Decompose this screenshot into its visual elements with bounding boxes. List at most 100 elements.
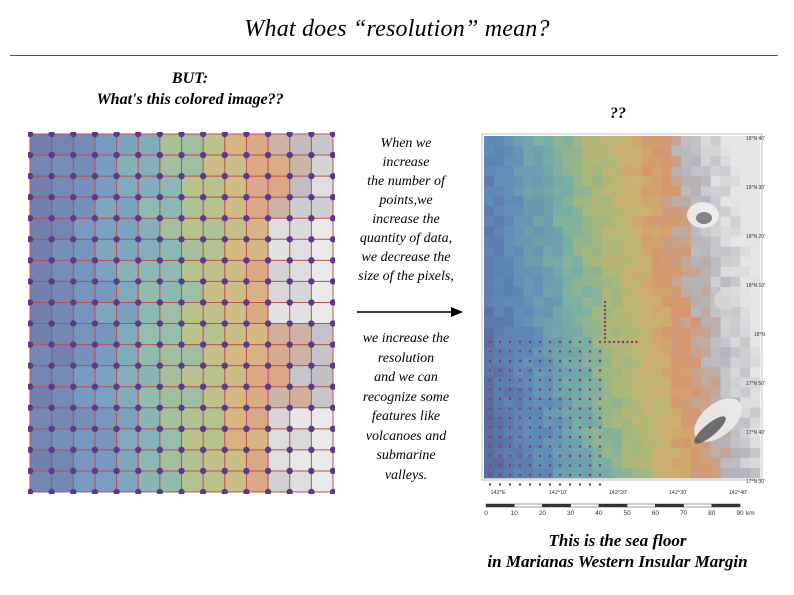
map-pixel [612,397,623,408]
grid-cell [51,134,74,156]
map-pixel [631,317,643,328]
map-pixel [612,176,623,187]
map-pixel [730,166,741,177]
grid-cell [289,197,312,219]
map-pixel [523,407,534,419]
map-pixel [681,166,692,177]
map-pixel [612,447,623,459]
map-pixel [553,136,564,147]
map-pixel [720,196,731,207]
map-pixel [641,246,652,258]
map-pixel [543,417,554,429]
map-pixel [750,377,761,388]
map-pixel [671,186,682,197]
map-pixel [700,317,712,328]
map-pixel [543,387,554,398]
grid-point [28,446,34,454]
grid-cell [138,197,161,219]
map-pixel [681,307,692,318]
grid-point [243,341,250,348]
grid-cell [311,302,334,325]
map-pixel [493,246,505,258]
grid-point [243,172,250,180]
map-pixel [562,176,574,187]
grid-cell [203,218,226,240]
map-pixel [671,296,682,308]
explanation-line: and we can [374,370,438,385]
map-pixel [582,327,593,338]
map-pixel [602,317,613,328]
map-pixel [493,457,505,469]
map-point [568,407,572,410]
map-pixel [661,236,672,248]
map-pixel [622,357,633,368]
grid-cell [94,239,118,261]
map-pixel [523,196,534,207]
map-pixel [592,286,603,298]
grid-cell [311,239,334,261]
grid-cell [138,134,161,156]
map-point [498,435,502,439]
grid-point [156,299,164,306]
scale-segment [711,503,741,508]
map-point [538,369,542,372]
map-pixel [503,347,514,358]
map-pixel [553,296,564,308]
map-point [588,445,592,448]
map-pixel [641,276,652,288]
map-pixel [533,387,544,398]
map-pixel [612,417,623,429]
map-point [508,388,512,391]
explanation-line: increase the [372,212,440,227]
map-pixel [523,317,534,328]
map-pixel [651,317,662,328]
map-pixel [631,377,643,388]
grid-cell [289,218,312,240]
grid-cell [224,407,247,430]
map-pixel [691,377,702,388]
map-pixel [503,387,514,398]
grid-point [113,278,120,285]
map-pixel [720,186,731,197]
map-pixel [533,337,544,348]
map-pixel [572,166,583,177]
map-point [548,483,552,486]
map-pixel [513,296,524,308]
map-pixel [513,467,524,479]
grid-point [28,299,34,306]
grid-cell [116,134,139,156]
map-pixel [533,317,544,328]
grid-point [178,320,185,327]
map-pixel [572,447,583,459]
map-point [598,407,602,410]
map-point [598,350,602,353]
grid-point [286,383,293,390]
map-pixel [631,216,643,227]
grid-cell [311,323,334,346]
map-point [635,340,638,344]
map-pixel [562,136,574,147]
map-pixel [484,236,495,248]
map-pixel [503,317,514,328]
map-pixel [513,226,524,237]
grid-cell [138,281,161,303]
map-point [603,304,607,308]
grid-cell [94,323,118,346]
grid-cell [51,155,74,177]
map-pixel [533,256,544,268]
map-pixel [533,176,544,187]
map-pixel [691,367,702,378]
grid-cell [224,134,247,156]
grid-cell [246,323,269,346]
grid-point [70,362,77,369]
grid-point [91,488,99,494]
map-pixel [484,256,495,268]
map-pixel [592,417,603,429]
map-pixel [710,176,721,187]
map-point [518,359,522,363]
map-pixel [641,427,652,439]
map-pixel [513,146,524,157]
grid-cell [268,134,291,156]
scale-label: 0 [484,510,488,517]
grid-cell [289,344,312,367]
